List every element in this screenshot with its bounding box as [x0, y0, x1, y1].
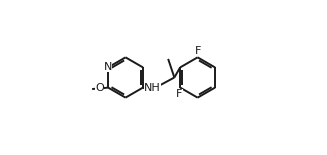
Text: O: O — [95, 83, 104, 93]
Text: F: F — [195, 46, 201, 56]
Text: NH: NH — [144, 83, 161, 93]
Text: F: F — [176, 89, 182, 99]
Text: N: N — [104, 62, 112, 72]
